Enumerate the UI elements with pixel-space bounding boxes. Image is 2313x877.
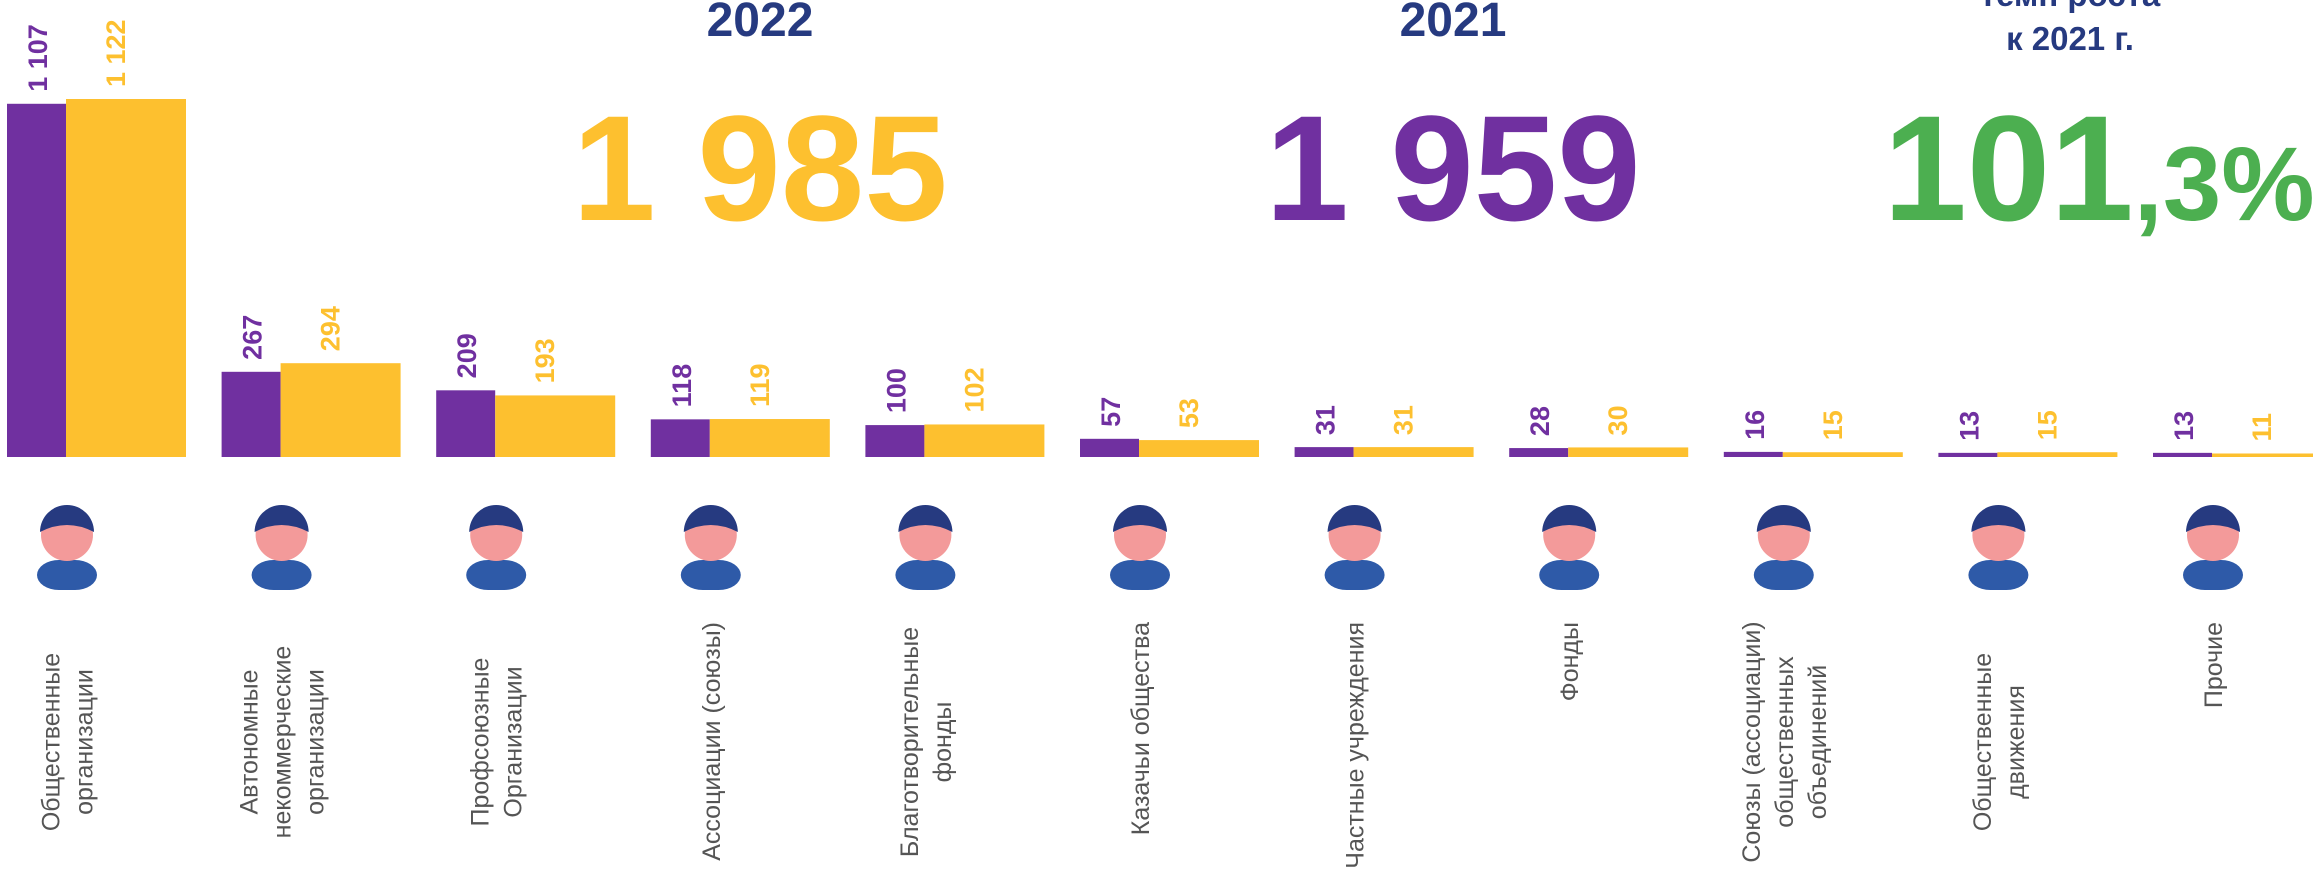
category-label: Профсоюзные [467,658,495,827]
bar [1938,452,1998,457]
value-label: 267 [238,315,268,360]
growth-label: темп роста [1980,0,2161,13]
category-label: фонды [929,702,957,783]
value-label: 1 107 [23,24,53,92]
icon-hair [1113,505,1167,532]
icon-body [1539,560,1600,590]
bar [1139,440,1259,457]
bar [1782,452,1903,457]
value-label: 294 [316,306,346,351]
bar [1294,447,1354,457]
growth-label: к 2021 г. [2006,20,2134,57]
category-label: организации [71,669,99,815]
icon-hair [469,504,524,532]
bar [2153,452,2212,457]
category-label: объединений [1804,665,1832,819]
value-label: 102 [959,367,989,412]
bar [1080,438,1139,457]
bar [221,371,281,457]
icon-hair [1756,504,1811,532]
category-label: Организации [500,666,528,817]
category-label: Автономные [236,669,264,814]
total-2021: 1 959 [1265,84,1640,252]
icon-hair [1327,504,1382,532]
category-label: движения [2002,685,2030,799]
category-label: Общественные [1969,653,1997,831]
bar [709,419,830,457]
growth-value: 101,3% [1883,84,2313,252]
category-label: Ассоциации (союзы) [698,622,726,861]
growth-main: 101 [1883,84,2133,252]
value-label: 13 [2169,411,2199,441]
bar [650,419,710,457]
bar [7,103,66,457]
value-label: 209 [452,333,482,378]
category-label: Фонды [1556,622,1584,701]
category-label: Благотворительные [896,627,924,857]
icon-hair [2186,505,2240,532]
bar [280,363,401,457]
value-label: 15 [2032,410,2062,440]
bar [1509,448,1569,457]
year-2021: 2021 [1400,0,1507,47]
value-label: 30 [1603,405,1633,435]
bar [436,390,496,457]
bar [2212,453,2313,457]
icon-body [1110,560,1170,590]
icon-body [895,560,956,590]
category-label: Прочие [2200,622,2228,708]
icon-body [37,560,97,590]
value-label: 119 [745,363,775,407]
value-label: 15 [1818,410,1848,440]
value-label: 16 [1740,410,1770,440]
bar [1568,447,1689,457]
icon-body [2183,560,2243,590]
icon-hair [1971,504,2026,532]
icon-hair [898,504,953,532]
icon-body [680,560,741,590]
value-label: 57 [1096,397,1126,427]
growth-fraction: ,3% [2134,126,2313,243]
icon-body [1753,560,1814,590]
category-label: Союзы (ассоциации) [1738,621,1766,862]
year-2022: 2022 [707,0,814,47]
icon-hair [683,504,738,532]
bar [924,424,1045,457]
total-2022: 1 985 [572,84,947,252]
value-label: 1 122 [101,19,131,87]
icon-body [1968,560,2029,590]
value-label: 118 [667,364,697,408]
bar [66,99,186,457]
bar [495,395,616,457]
category-label: общественных [1771,656,1799,828]
icon-hair [1542,504,1597,532]
bar [1723,451,1783,457]
bar [1997,452,2118,457]
icon-hair [254,504,309,532]
category-label: Казачьи общества [1127,622,1155,835]
icon-hair [40,505,94,532]
value-label: 11 [2247,413,2277,442]
icon-body [1324,560,1385,590]
value-label: 28 [1525,406,1555,436]
value-label: 13 [1954,411,1984,441]
value-label: 193 [530,338,560,383]
category-label: Общественные [38,653,66,831]
value-label: 100 [881,368,911,413]
icon-body [251,560,312,590]
value-label: 31 [1389,405,1419,435]
value-label: 53 [1174,398,1204,428]
value-label: 31 [1311,405,1341,435]
category-label: Частные учреждения [1342,622,1370,869]
bar [865,425,925,457]
bar [1353,447,1474,457]
category-label: некоммерческие [269,646,297,839]
category-label: организации [302,669,330,815]
icon-body [466,560,527,590]
